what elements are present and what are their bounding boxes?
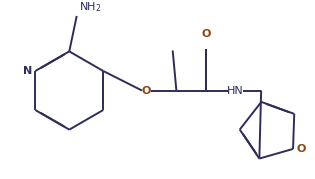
Text: O: O [297,144,306,154]
Text: HN: HN [227,86,243,96]
Text: O: O [202,29,211,39]
Text: N: N [23,66,32,76]
Text: NH$_2$: NH$_2$ [78,0,101,14]
Text: O: O [142,86,151,96]
